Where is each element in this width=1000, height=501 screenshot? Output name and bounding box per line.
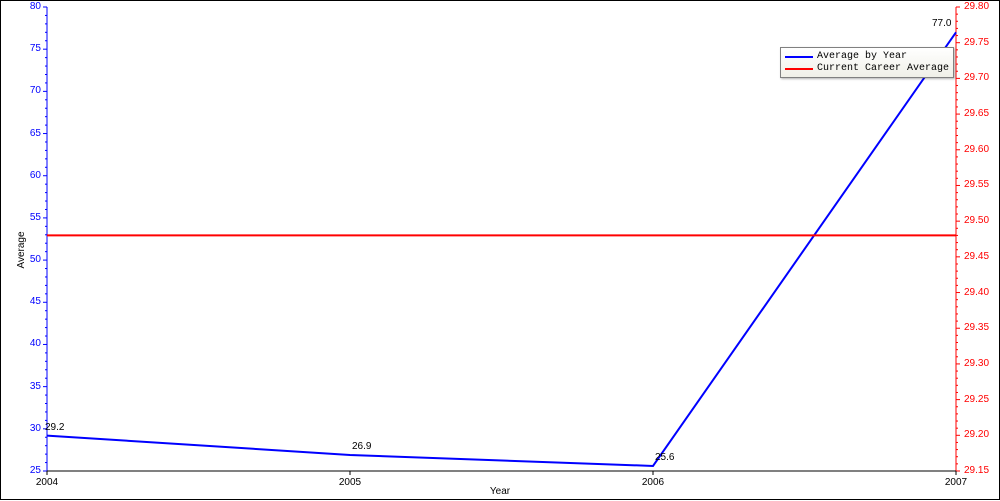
legend-label: Current Career Average xyxy=(817,63,949,74)
legend-item: Average by Year xyxy=(785,51,949,62)
y-right-tick-label: 29.50 xyxy=(964,215,1000,226)
y-left-tick-label: 70 xyxy=(11,85,41,96)
y-axis-label: Average xyxy=(16,231,27,268)
chart-container: 253035404550556065707580 29.1529.2029.25… xyxy=(0,0,1000,500)
y-right-tick-label: 29.40 xyxy=(964,287,1000,298)
x-tick-label: 2007 xyxy=(945,477,967,488)
y-right-tick-label: 29.60 xyxy=(964,144,1000,155)
data-point-label: 29.2 xyxy=(45,422,64,433)
y-right-tick-label: 29.45 xyxy=(964,251,1000,262)
legend-item: Current Career Average xyxy=(785,63,949,74)
legend-label: Average by Year xyxy=(817,51,907,62)
y-left-tick-label: 25 xyxy=(11,465,41,476)
y-right-tick-label: 29.25 xyxy=(964,394,1000,405)
x-tick-label: 2006 xyxy=(642,477,664,488)
x-tick-label: 2005 xyxy=(339,477,361,488)
y-right-tick-label: 29.70 xyxy=(964,72,1000,83)
data-point-label: 25.6 xyxy=(655,452,674,463)
y-right-tick-label: 29.35 xyxy=(964,322,1000,333)
y-right-tick-label: 29.75 xyxy=(964,37,1000,48)
y-right-tick-label: 29.15 xyxy=(964,465,1000,476)
x-tick-label: 2004 xyxy=(36,477,58,488)
y-left-tick-label: 60 xyxy=(11,170,41,181)
data-point-label: 77.0 xyxy=(932,18,951,29)
y-right-tick-label: 29.30 xyxy=(964,358,1000,369)
y-right-tick-label: 29.55 xyxy=(964,179,1000,190)
y-left-tick-label: 40 xyxy=(11,338,41,349)
legend-swatch xyxy=(785,68,813,70)
y-left-tick-label: 65 xyxy=(11,128,41,139)
x-axis-label: Year xyxy=(490,486,510,497)
y-left-tick-label: 75 xyxy=(11,43,41,54)
y-left-tick-label: 55 xyxy=(11,212,41,223)
y-left-tick-label: 35 xyxy=(11,381,41,392)
y-right-tick-label: 29.20 xyxy=(964,429,1000,440)
y-left-tick-label: 80 xyxy=(11,1,41,12)
y-left-tick-label: 30 xyxy=(11,423,41,434)
legend-swatch xyxy=(785,56,813,58)
data-point-label: 26.9 xyxy=(352,441,371,452)
y-left-tick-label: 45 xyxy=(11,296,41,307)
y-right-tick-label: 29.65 xyxy=(964,108,1000,119)
legend: Average by YearCurrent Career Average xyxy=(780,47,954,78)
y-right-tick-label: 29.80 xyxy=(964,1,1000,12)
